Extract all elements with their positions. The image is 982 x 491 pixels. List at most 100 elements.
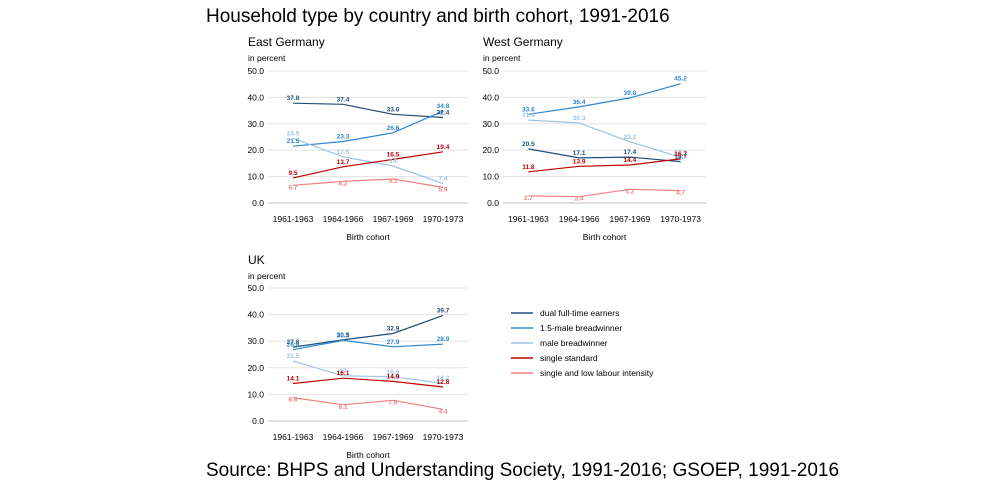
data-label: 45.2 <box>674 76 687 83</box>
series-line-1-5-male-breadwinner <box>292 339 444 351</box>
data-label: 2.7 <box>524 195 533 202</box>
data-label: 14 <box>389 158 397 165</box>
series-line-1-5-male-breadwinner <box>292 110 444 147</box>
data-label: 22.5 <box>287 353 300 360</box>
y-axis-label: in percent <box>483 53 521 63</box>
data-label: 6.7 <box>288 184 297 191</box>
series-line-male-breadwinner <box>292 137 444 185</box>
y-tick-label: 20.0 <box>247 363 264 373</box>
data-label: 17.1 <box>573 150 586 157</box>
y-axis-label: in percent <box>248 53 286 63</box>
legend-item-1-5-male-breadwinner: 1.5-male breadwinner <box>511 323 622 333</box>
data-label: 9.1 <box>388 178 397 185</box>
data-label: 14.1 <box>287 375 300 382</box>
data-label: 26.6 <box>387 125 400 132</box>
y-tick-label: 50.0 <box>482 66 499 76</box>
legend-label: single and low labour intensity <box>540 368 654 378</box>
data-label: 17.4 <box>624 149 637 156</box>
x-axis-label: Birth cohort <box>583 232 627 242</box>
data-label: 14.9 <box>387 373 400 380</box>
data-label: 30.5 <box>337 332 350 339</box>
data-label: 30.3 <box>337 332 350 339</box>
panel-title: UK <box>248 253 265 267</box>
series-line-dual-full-time-earners <box>292 314 444 348</box>
panel-uk: UK in percent 0.0 10.0 20.0 30.0 40.0 50.0 1961-… <box>247 253 468 460</box>
legend: dual full-time earners 1.5-male breadwinn… <box>511 308 654 378</box>
series-line-single-standard <box>292 377 444 388</box>
legend-label: single standard <box>540 353 598 363</box>
data-label: 32.4 <box>437 109 450 116</box>
series-line-dual-full-time-earners <box>528 148 681 163</box>
data-label: 11.8 <box>522 164 535 171</box>
data-label: 4.4 <box>438 408 447 415</box>
y-tick-label: 40.0 <box>482 92 499 102</box>
series-line-dual-full-time-earners <box>292 102 444 119</box>
data-label: 20.5 <box>522 141 535 148</box>
source-note: Source: BHPS and Understanding Society, … <box>206 460 840 481</box>
data-label: 33.6 <box>387 106 400 113</box>
x-tick-label: 1967-1969 <box>373 214 414 224</box>
y-axis-label: in percent <box>248 271 286 281</box>
data-label: 7.8 <box>388 399 397 406</box>
data-label: 14.2 <box>437 375 450 382</box>
data-label: 2.4 <box>575 196 584 203</box>
y-tick-label: 0.0 <box>252 198 264 208</box>
data-label: 9.5 <box>288 170 297 177</box>
data-label: 17.3 <box>674 149 687 156</box>
data-label: 39.7 <box>437 307 450 314</box>
data-label: 34.8 <box>437 103 450 110</box>
x-tick-label: 1967-1969 <box>373 432 414 442</box>
data-label: 32.9 <box>387 325 400 332</box>
data-label: 8.8 <box>288 397 297 404</box>
series-line-single-and-low-labour-intensity <box>528 188 681 198</box>
x-tick-label: 1970-1973 <box>423 432 464 442</box>
y-tick-label: 40.0 <box>247 310 264 320</box>
data-label: 19.4 <box>437 144 450 151</box>
legend-item-single-standard: single standard <box>511 353 598 363</box>
data-label: 16.6 <box>387 369 400 376</box>
y-tick-label: 10.0 <box>247 389 264 399</box>
data-label: 21.5 <box>287 138 300 145</box>
data-label: 28.9 <box>437 336 450 343</box>
y-tick-label: 20.0 <box>482 145 499 155</box>
y-tick-label: 40.0 <box>247 92 264 102</box>
series-line-single-standard <box>528 158 681 173</box>
y-tick-label: 30.0 <box>247 336 264 346</box>
data-label: 27.8 <box>287 339 300 346</box>
y-tick-label: 10.0 <box>482 172 499 182</box>
series-line-male-breadwinner <box>292 360 444 384</box>
x-tick-label: 1961-1963 <box>508 214 549 224</box>
x-tick-label: 1970-1973 <box>423 214 464 224</box>
data-label: 37.4 <box>337 96 350 103</box>
data-label: 16.5 <box>387 151 400 158</box>
series-line-1-5-male-breadwinner <box>528 83 681 115</box>
data-label: 7.4 <box>438 175 447 182</box>
data-label: 16.1 <box>337 370 350 377</box>
data-label: 33.6 <box>522 106 535 113</box>
data-label: 6.1 <box>338 404 347 411</box>
data-label: 39.8 <box>624 90 637 97</box>
data-label: 4.7 <box>676 190 685 197</box>
panel-west-germany: West Germany in percent 0.0 10.0 20.0 30.0 40.… <box>482 35 706 242</box>
panel-title: East Germany <box>248 35 325 49</box>
x-tick-label: 1967-1969 <box>610 214 651 224</box>
data-label: 12.8 <box>437 379 450 386</box>
y-tick-label: 20.0 <box>247 145 264 155</box>
y-tick-label: 30.0 <box>247 119 264 129</box>
data-label: 31.4 <box>522 112 535 119</box>
data-label: 26.8 <box>287 342 300 349</box>
data-label: 23.3 <box>337 133 350 140</box>
y-tick-label: 50.0 <box>247 66 264 76</box>
data-label: 15.7 <box>674 154 687 161</box>
y-tick-label: 50.0 <box>247 283 264 293</box>
data-label: 36.4 <box>573 99 586 106</box>
x-axis-label: Birth cohort <box>346 450 390 460</box>
data-label: 17.5 <box>337 149 350 156</box>
data-label: 13.7 <box>337 159 350 166</box>
legend-item-single-and-low-labour-intensity: single and low labour intensity <box>511 368 654 378</box>
data-label: 8.2 <box>338 180 347 187</box>
panel-east-germany: East Germany in percent 0.0 10.0 20.0 30.0 40.… <box>247 35 468 242</box>
data-label: 5.9 <box>438 186 447 193</box>
legend-label: dual full-time earners <box>540 308 619 318</box>
